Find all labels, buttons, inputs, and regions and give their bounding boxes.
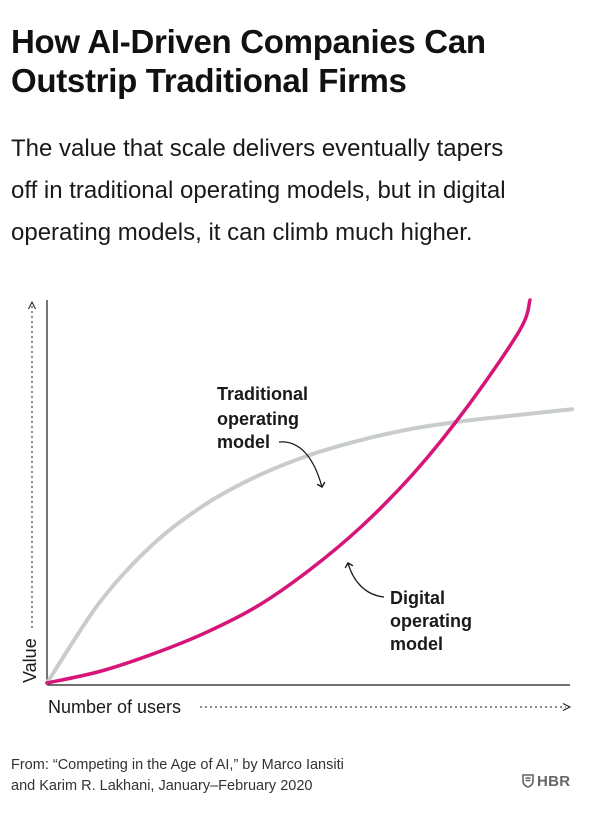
annotation-digital: Digital operating model <box>390 588 477 654</box>
y-axis-label: Value <box>20 638 40 683</box>
series-line-digital <box>45 298 532 685</box>
subtitle-line-2: off in traditional operating models, but… <box>11 177 506 204</box>
series-line-traditional <box>45 407 574 685</box>
title-line-1: How AI-Driven Companies Can <box>11 23 486 60</box>
annotation-digital-line-1: Digital <box>390 588 445 608</box>
chart-title: How AI-Driven Companies Can Outstrip Tra… <box>11 22 591 100</box>
annotation-digital-line-2: operating <box>390 611 472 631</box>
subtitle-line-1: The value that scale delivers eventually… <box>11 135 504 162</box>
source-line-1: From: “Competing in the Age of AI,” by M… <box>11 757 344 773</box>
logo-text: HBR <box>537 772 571 790</box>
title-line-2: Outstrip Traditional Firms <box>11 62 407 99</box>
x-axis-label: Number of users <box>48 697 181 717</box>
chart-subtitle: The value that scale delivers eventually… <box>11 128 596 254</box>
annotation-traditional-line-1: Traditional <box>217 384 308 404</box>
annotation-traditional: Traditional operating model <box>217 384 313 452</box>
hbr-logo: HBR <box>522 771 582 791</box>
subtitle-line-3: operating models, it can climb much high… <box>11 219 473 246</box>
shield-icon <box>522 774 534 788</box>
x-axis-arrowhead-icon <box>562 703 572 711</box>
line-chart: Number of users Value Traditional operat… <box>20 298 574 717</box>
annotation-traditional-line-2: operating <box>217 409 299 429</box>
y-axis-arrowhead-icon <box>28 300 36 310</box>
annotation-digital-arrow-icon <box>344 562 385 598</box>
source-note: From: “Competing in the Age of AI,” by M… <box>11 755 344 797</box>
annotation-traditional-arrow-icon <box>278 441 326 488</box>
annotation-traditional-line-3: model <box>217 432 270 452</box>
source-line-2: and Karim R. Lakhani, January–February 2… <box>11 778 313 794</box>
annotation-digital-line-3: model <box>390 634 443 654</box>
